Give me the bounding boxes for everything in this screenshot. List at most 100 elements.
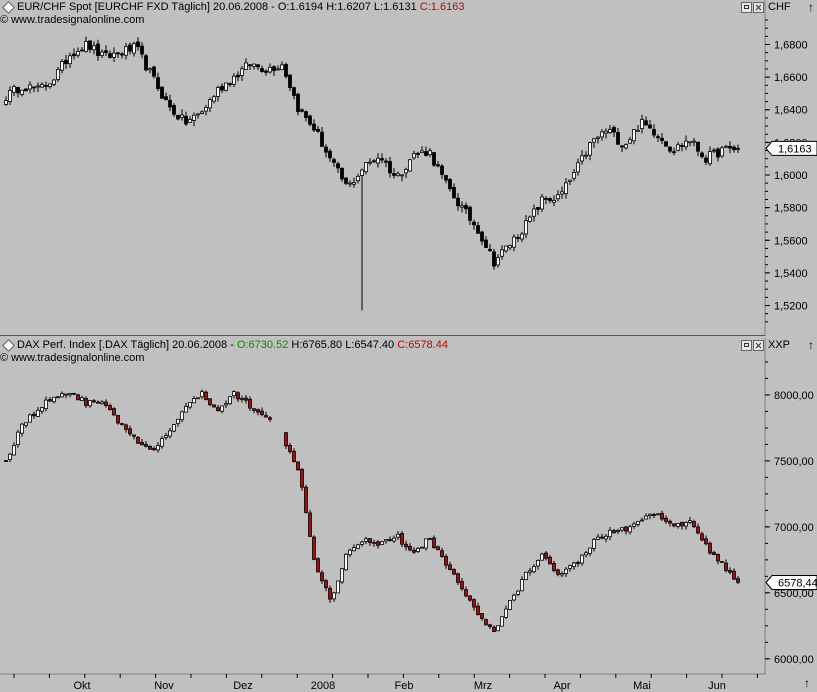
candle-body <box>544 197 548 200</box>
candle-body <box>188 119 192 123</box>
candle-body <box>500 616 504 627</box>
candle-body <box>40 407 44 412</box>
candle-body <box>336 580 340 594</box>
candle-body <box>488 248 492 252</box>
candle-body <box>332 592 336 600</box>
candle-body <box>680 521 684 527</box>
candle-body <box>492 626 496 632</box>
candle-body <box>572 562 576 567</box>
candle-body <box>428 538 432 540</box>
pane-separator[interactable] <box>0 335 765 336</box>
candle-body <box>432 537 436 548</box>
candle-body <box>80 49 84 52</box>
candle-body <box>540 196 544 210</box>
candle-body <box>260 410 264 415</box>
candle-body <box>348 549 352 555</box>
candle-body <box>708 542 712 554</box>
dax-scroll-up-icon[interactable]: ↑ <box>808 338 814 352</box>
candle-body <box>336 163 340 169</box>
candle-body <box>68 393 72 396</box>
candle-body <box>384 160 388 163</box>
candle-body <box>508 600 512 610</box>
eurchf-low: L:1.6131 <box>373 1 417 13</box>
candle-body <box>276 68 280 71</box>
eurchf-restore-button[interactable] <box>741 2 752 13</box>
dax-restore-button[interactable] <box>741 340 752 351</box>
candle-body <box>520 579 524 592</box>
candle-body <box>120 53 124 56</box>
candle-body <box>400 533 404 545</box>
candle-body <box>568 179 572 182</box>
candle-body <box>144 444 148 447</box>
candle-body <box>220 85 224 91</box>
candle-body <box>624 144 628 149</box>
candle-body <box>732 146 736 151</box>
candle-body <box>676 523 680 527</box>
eurchf-close-button[interactable] <box>753 2 764 13</box>
candle-body <box>420 546 424 549</box>
eurchf-chart: 1,6800 1,6600 1,6400 1,6200 1,6000 1,5800 1,56… <box>4 0 817 336</box>
candle-body <box>316 558 320 573</box>
candle-body <box>688 520 692 523</box>
candle-body <box>204 107 208 112</box>
candle-body <box>4 100 8 105</box>
candle-body <box>536 207 540 210</box>
candle-body <box>248 398 252 409</box>
y-tick-label: 1,6600 <box>774 72 808 84</box>
candle-body <box>552 562 556 571</box>
dax-pane: DAX Perf. Index [.DAX Täglich] 20.06.200… <box>0 338 817 692</box>
candle-body <box>176 418 180 424</box>
candle-body <box>484 239 488 249</box>
candle-body <box>504 245 508 252</box>
candle-body <box>528 570 532 573</box>
candle-body <box>308 115 312 125</box>
candle-body <box>240 68 244 76</box>
candle-body <box>328 150 332 159</box>
candle-body <box>312 536 316 560</box>
candle-body <box>328 587 332 600</box>
candle-body <box>708 151 712 165</box>
candle-body <box>208 398 212 406</box>
eurchf-scroll-up-icon[interactable]: ↑ <box>808 0 814 14</box>
candle-body <box>528 216 532 222</box>
eurchf-header: EUR/CHF Spot [EURCHF FXD Täglich] 20.06.… <box>0 0 464 14</box>
candle-body <box>36 409 40 417</box>
candle-body <box>140 442 144 446</box>
candle-body <box>96 43 100 56</box>
candle-body <box>696 526 700 534</box>
x-tick-label: Mai <box>633 680 651 692</box>
candle-body <box>300 468 304 488</box>
candle-body <box>464 204 468 210</box>
candle-body <box>520 233 524 240</box>
x-tick-label: Okt <box>73 680 90 692</box>
candle-body <box>108 53 112 58</box>
candle-body <box>672 151 676 154</box>
dax-close-button[interactable] <box>753 340 764 351</box>
candle-body <box>496 625 500 632</box>
candle-body <box>556 194 560 200</box>
x-tick-label: Jun <box>708 680 726 692</box>
eurchf-pane: EUR/CHF Spot [EURCHF FXD Täglich] 20.06.… <box>0 0 817 336</box>
candle-body <box>688 141 692 144</box>
candle-body <box>732 570 736 580</box>
candle-body <box>196 113 200 116</box>
candle-body <box>4 460 8 462</box>
candle-body <box>648 513 652 516</box>
candle-body <box>236 392 240 400</box>
candle-body <box>52 79 56 85</box>
candle-body <box>672 523 676 527</box>
candle-body <box>256 64 260 68</box>
candle-body <box>228 83 232 85</box>
candle-body <box>244 62 248 70</box>
y-tick-label: 7000,00 <box>774 522 814 534</box>
last-value-label: 1,6163 <box>778 143 812 155</box>
candle-body <box>284 432 288 447</box>
eurchf-watermark: © www.tradesignalonline.com <box>0 14 145 26</box>
bottom-scroll-up-icon[interactable]: ↑ <box>804 676 810 690</box>
candle-body <box>516 237 520 239</box>
candle-body <box>372 160 376 163</box>
candle-body <box>112 408 116 416</box>
candle-body <box>720 147 724 157</box>
candle-body <box>200 391 204 398</box>
candle-body <box>420 150 424 154</box>
